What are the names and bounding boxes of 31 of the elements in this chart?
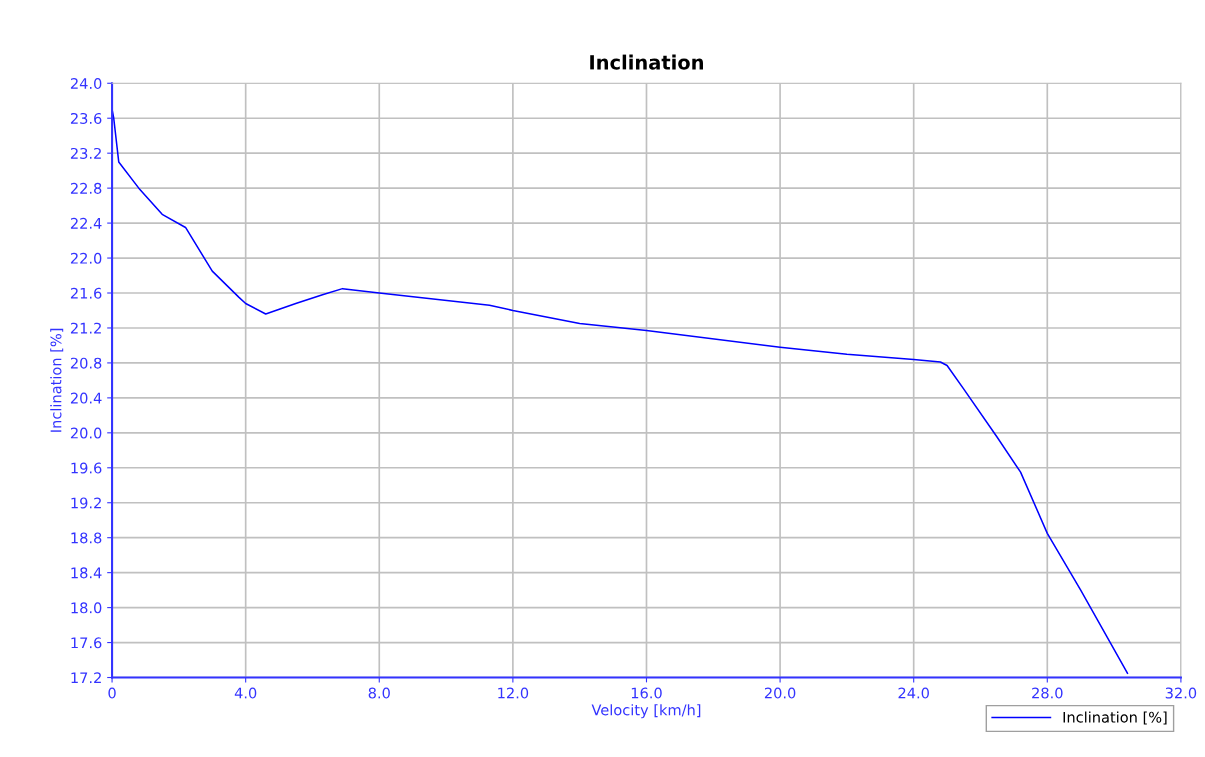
x-tick-label: 16.0 (631, 687, 662, 699)
y-tick-label: 21.6 (70, 287, 102, 299)
y-tick-label: 18.0 (71, 602, 102, 614)
y-tick-label: 22.8 (70, 182, 102, 194)
y-axis-title: Inclination [%] (50, 328, 64, 432)
y-tick-label: 18.8 (71, 532, 102, 544)
y-tick-label: 22.4 (70, 217, 102, 229)
y-tick-label: 17.2 (71, 672, 101, 684)
y-tick-label: 24.0 (70, 77, 102, 90)
y-tick-label: 23.6 (70, 112, 102, 124)
y-tick-label: 20.0 (70, 427, 102, 439)
x-axis-title: Velocity [km/h] (591, 704, 701, 719)
x-tick-label: 28.0 (1032, 687, 1063, 699)
y-tick-label: 20.4 (70, 392, 102, 404)
chart-title: Inclination (590, 54, 703, 70)
y-tick-label: 20.8 (70, 357, 102, 369)
x-tick-label: 24.0 (898, 687, 929, 699)
y-tick-label: 17.6 (71, 637, 102, 649)
x-tick-label: 8.0 (368, 687, 390, 699)
y-tick-label: 19.2 (71, 497, 101, 509)
y-tick-label: 21.2 (70, 322, 101, 334)
y-tick-label: 22.0 (70, 252, 102, 264)
x-tick-label: 20.0 (764, 687, 796, 699)
x-tick-label: 4.0 (234, 687, 257, 699)
y-tick-label: 23.2 (70, 147, 101, 159)
x-tick-label: 0 (108, 687, 116, 699)
y-tick-label: 19.6 (71, 462, 102, 474)
y-tick-label: 18.4 (71, 567, 102, 579)
x-tick-label: 12.0 (498, 687, 529, 699)
legend-label: Inclination [%] (1063, 711, 1167, 725)
x-tick-label: 32.0 (1165, 687, 1197, 699)
